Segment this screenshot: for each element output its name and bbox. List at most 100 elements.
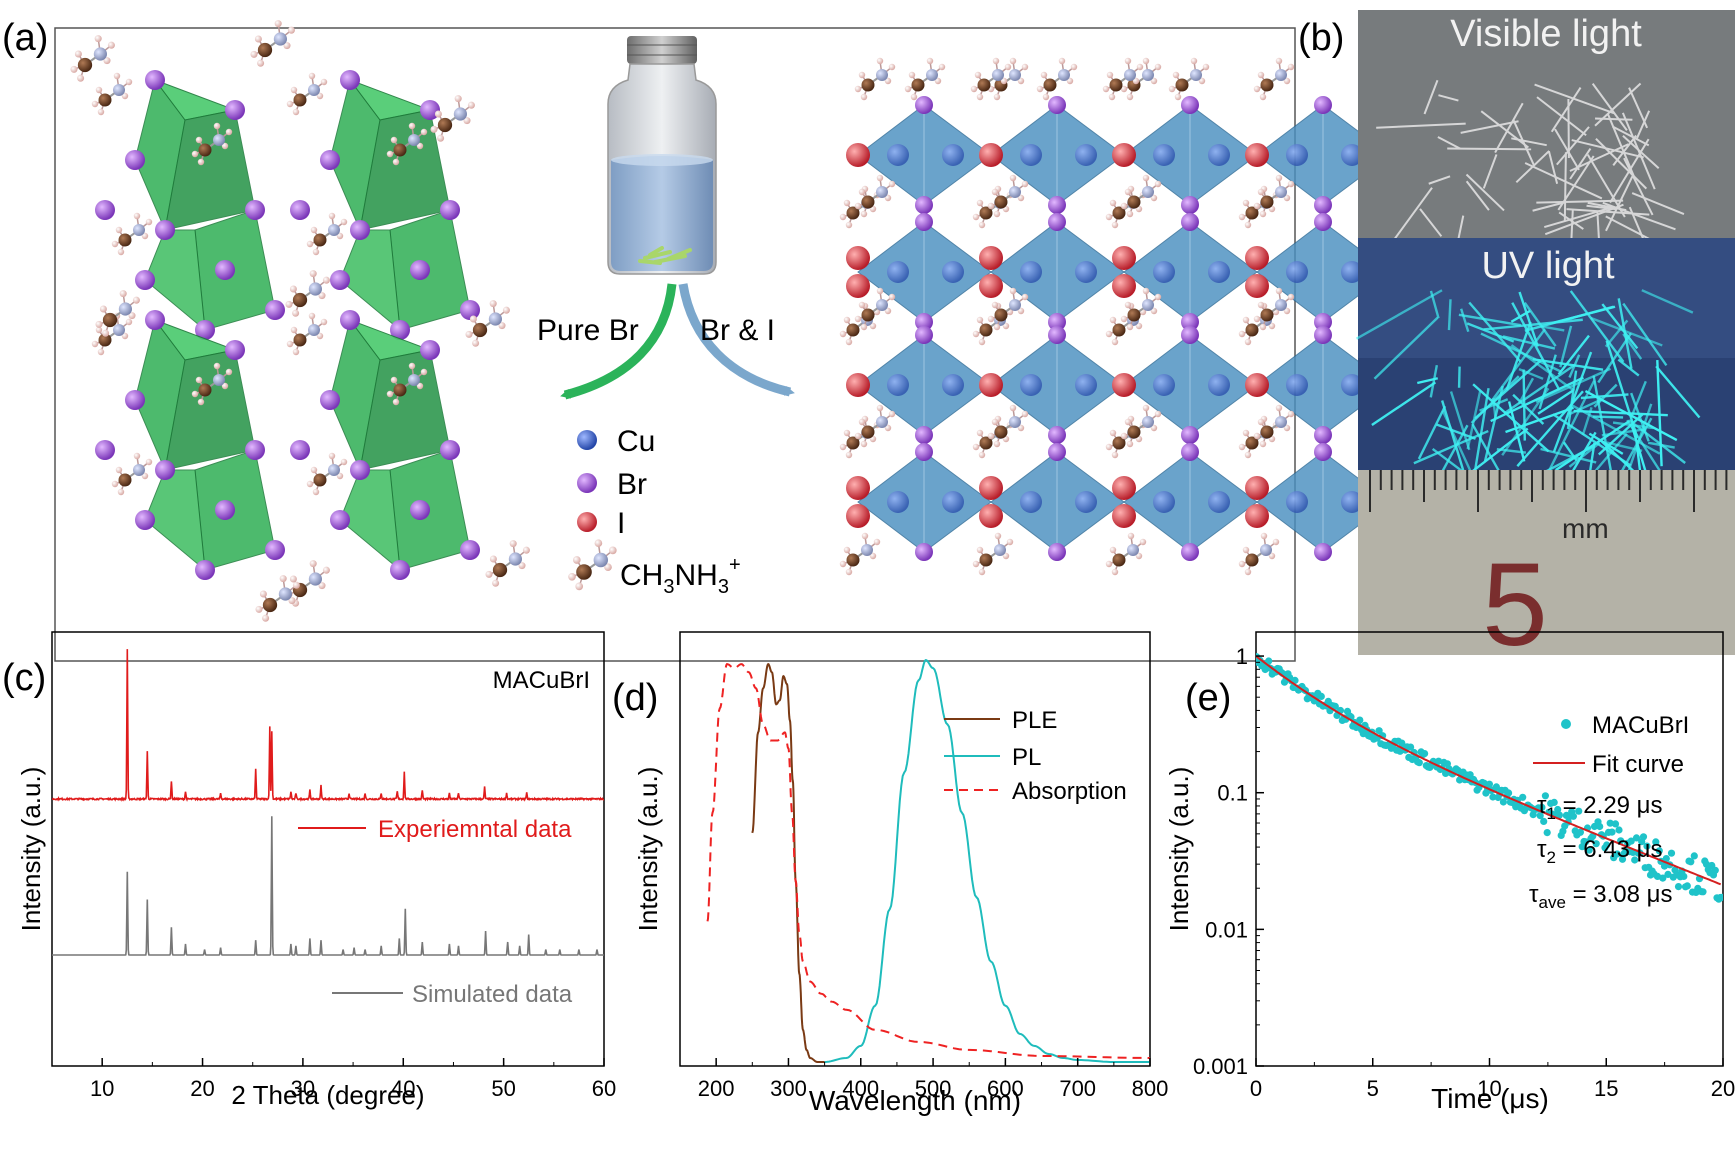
glowing-needle (1447, 299, 1452, 331)
panel-label-c: (c) (2, 657, 46, 699)
methylammonium-molecule (1253, 287, 1295, 331)
glowing-needle (1483, 385, 1504, 462)
glowing-needle (1472, 383, 1550, 453)
methylammonium-molecule (1120, 174, 1162, 218)
data-point (1356, 716, 1364, 724)
plot-e-ytick-label: 0.001 (1193, 1054, 1248, 1079)
legend-cu-label: Cu (617, 425, 655, 458)
data-point (1555, 811, 1563, 819)
glowing-needle (1622, 302, 1668, 367)
data-point (1639, 833, 1648, 841)
data-point (1596, 822, 1604, 831)
plot-d-xtick-label: 400 (842, 1076, 879, 1101)
crystal-needle (1554, 128, 1580, 171)
data-point (1683, 882, 1691, 890)
series-ple (751, 662, 825, 1063)
crystal-needle (1447, 147, 1532, 151)
plot-d-xlabel: Wavelength (nm) (809, 1085, 1021, 1116)
crystal-needle (1623, 157, 1654, 216)
data-point (1643, 842, 1651, 850)
glowing-needle (1588, 432, 1624, 455)
methylammonium-molecule (1238, 302, 1280, 346)
crystal-needle (1594, 82, 1642, 127)
legend-dots-marker (1561, 719, 1571, 729)
data-point (1582, 838, 1590, 846)
glowing-needle (1548, 380, 1596, 472)
data-point (1554, 805, 1562, 814)
crystal-needle (1460, 120, 1519, 134)
data-point (1631, 856, 1639, 864)
methylammonium-molecule (970, 57, 1012, 101)
data-point (1415, 759, 1423, 767)
glowing-needle (1449, 391, 1471, 451)
glowing-needle (1460, 308, 1470, 333)
methylammonium-molecule (250, 20, 295, 67)
crystal-needle (1536, 96, 1587, 137)
glowing-needle (1580, 393, 1629, 400)
glowing-needle (1630, 380, 1647, 417)
glowing-needle (1592, 415, 1624, 419)
plot-c-ylabel: Intensity (a.u.) (16, 767, 46, 932)
glowing-needle (1501, 387, 1550, 456)
methylammonium-molecule (111, 212, 153, 256)
plot-d-frame (679, 631, 1151, 1067)
glowing-needle (1373, 316, 1439, 380)
data-point (1664, 870, 1672, 879)
data-point (1407, 743, 1415, 751)
plot-d-xtick-label: 500 (915, 1076, 952, 1101)
cubr-tetrahedra-unit (286, 70, 480, 340)
legend-abs-label: Absorption (1012, 778, 1127, 805)
legend-exp-label: Experiemntal data (378, 816, 572, 843)
plot-e-ylabel: Intensity (a.u.) (1164, 767, 1194, 932)
methylammonium-molecule (1253, 57, 1295, 101)
methylammonium-molecule (1120, 57, 1162, 101)
crystal-needle (1534, 83, 1615, 115)
crystal-needle (1547, 150, 1559, 184)
plot-d-xtick-label: 600 (987, 1076, 1024, 1101)
glowing-needle (1490, 376, 1584, 423)
crystal-needle (1419, 208, 1443, 237)
glowing-needle (1559, 325, 1573, 368)
plot-e-ytick-label: 0.01 (1205, 917, 1248, 942)
series-fit-curve (1256, 655, 1722, 886)
cubr-tetrahedra-unit (91, 70, 285, 340)
plot-e-ytick-label: 1 (1236, 644, 1248, 669)
plot-c-xtick-label: 60 (592, 1076, 616, 1101)
series-experimental (52, 649, 604, 802)
plot-c-xlabel: 2 Theta (degree) (231, 1080, 424, 1110)
glowing-needle (1468, 301, 1522, 363)
glowing-needle (1355, 289, 1443, 340)
crystal-needle (1550, 86, 1582, 133)
legend-br-marker (577, 473, 597, 493)
glowing-needle (1641, 289, 1694, 314)
methylammonium-molecule (1253, 404, 1295, 448)
data-point (1375, 727, 1383, 735)
panel-a-frame (54, 27, 1296, 662)
crystal-needle (1389, 187, 1433, 245)
glowing-needle (1371, 381, 1437, 426)
photo-visible-light: Visible light (1358, 10, 1735, 282)
plot-c-xtick-label: 10 (90, 1076, 114, 1101)
crystal-needle (1586, 204, 1616, 211)
crystal-needle (1480, 110, 1529, 149)
crystal-needle (1511, 137, 1547, 147)
crystal-needle (1428, 175, 1451, 185)
methylammonium-molecule (1120, 404, 1162, 448)
plot-c-title: MACuBrI (493, 667, 590, 694)
plot-c-xtick-label: 30 (291, 1076, 315, 1101)
glowing-needle (1568, 354, 1581, 378)
methylammonium-molecule (286, 72, 328, 116)
methylammonium-molecule (904, 57, 946, 101)
methylammonium-molecule (1102, 57, 1144, 101)
photo-ruler: mm 5 (1358, 470, 1735, 671)
methylammonium-molecule (286, 312, 328, 356)
methylammonium-molecule (839, 302, 881, 346)
data-point (1492, 783, 1500, 791)
crystal-needle (1569, 147, 1592, 180)
data-point (1585, 846, 1593, 854)
data-point (1662, 855, 1670, 863)
glowing-needle (1630, 392, 1650, 442)
glowing-needle (1466, 390, 1482, 450)
plot-c-frame (51, 631, 605, 1067)
label-pure-br: Pure Br (537, 314, 639, 347)
